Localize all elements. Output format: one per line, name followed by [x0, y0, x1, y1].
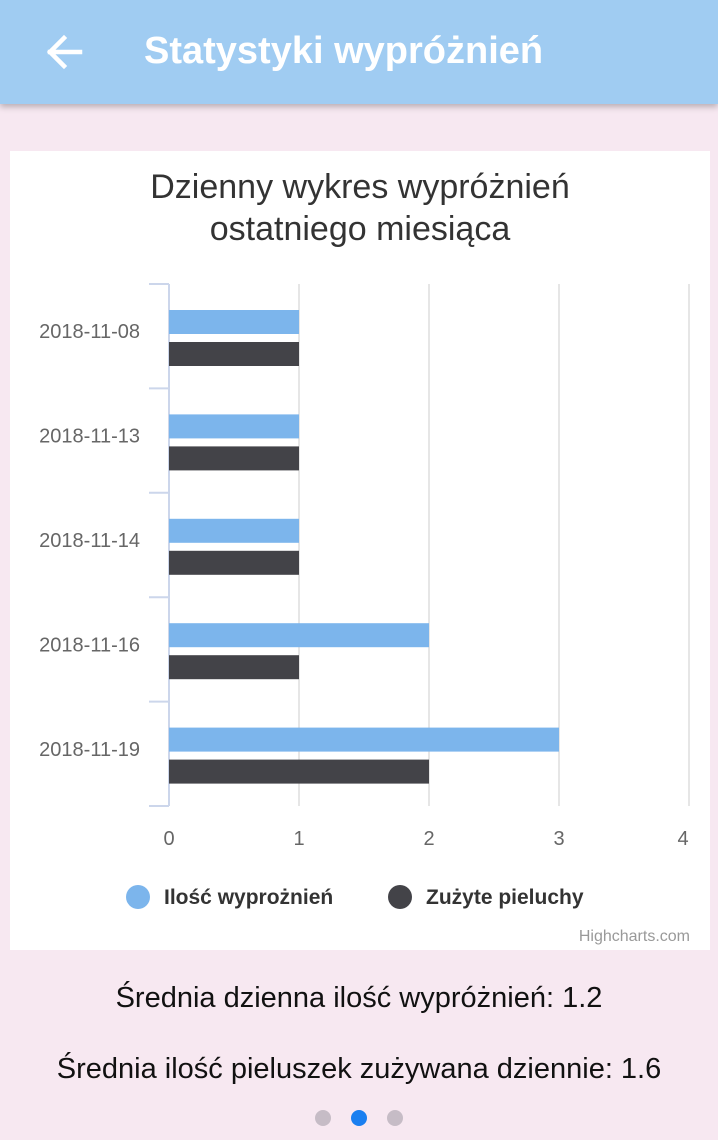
bar-bowel [169, 727, 559, 752]
page-indicator [0, 1110, 718, 1128]
legend-label: Zużyte pieluchy [426, 886, 584, 909]
bar-diapers [169, 342, 299, 366]
x-tick-label: 3 [553, 828, 564, 850]
bar-diapers [169, 550, 299, 575]
x-tick-label: 4 [677, 828, 688, 850]
page-dot[interactable] [351, 1110, 367, 1126]
category-label: 2018-11-08 [39, 321, 140, 343]
bar-diapers [169, 446, 299, 471]
x-tick-label: 1 [293, 828, 304, 850]
category-label: 2018-11-14 [39, 530, 140, 552]
x-tick-label: 2 [423, 828, 434, 850]
chart-credits: Highcharts.com [579, 928, 690, 945]
category-label: 2018-11-19 [39, 739, 140, 761]
chart-title: ostatniego miesiąca [210, 210, 511, 248]
app-bar: Statystyki wypróżnień [0, 0, 718, 104]
legend-marker [126, 885, 150, 909]
bar-bowel [169, 310, 299, 334]
chart-title: Dzienny wykres wypróżnień [150, 168, 570, 206]
avg-bowel-movements-text: Średnia dzienna ilość wypróżnień: 1.2 [115, 982, 603, 1014]
page-dot[interactable] [315, 1110, 331, 1126]
avg-diapers-text: Średnia ilość pieluszek zużywana dzienni… [56, 1053, 662, 1085]
legend-label: Ilość wyprożnień [164, 886, 333, 909]
page-title: Statystyki wypróżnień [144, 30, 544, 72]
back-button[interactable] [36, 26, 92, 78]
bar-bowel [169, 518, 299, 543]
chart-card: Dzienny wykres wypróżnień ostatniego mies… [10, 151, 710, 950]
bar-bowel [169, 414, 299, 439]
arrow-left-icon [46, 34, 83, 70]
bar-diapers [169, 655, 299, 680]
page-dot[interactable] [387, 1110, 403, 1126]
category-label: 2018-11-16 [39, 634, 140, 656]
category-label: 2018-11-13 [39, 426, 140, 448]
bar-bowel [169, 623, 429, 648]
x-tick-label: 0 [163, 828, 174, 850]
legend-marker [388, 885, 412, 909]
bar-chart: Dzienny wykres wypróżnień ostatniego mies… [39, 168, 690, 945]
bar-diapers [169, 759, 429, 784]
